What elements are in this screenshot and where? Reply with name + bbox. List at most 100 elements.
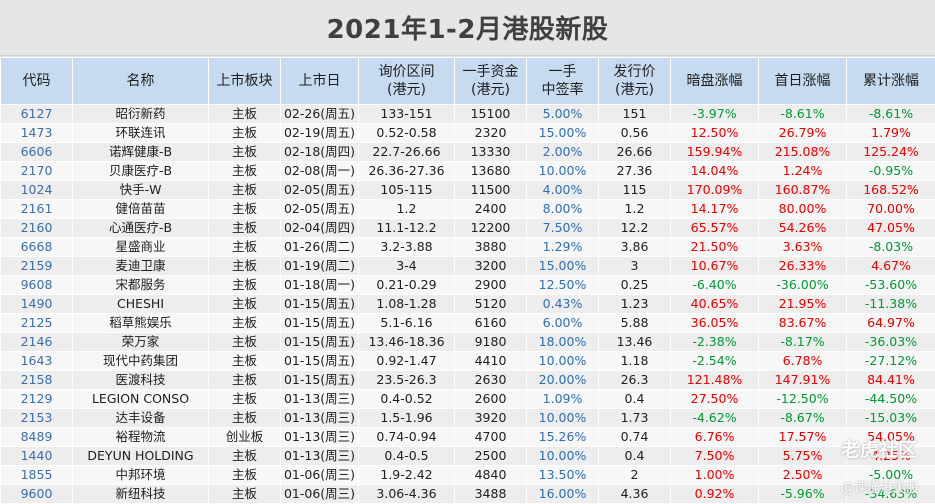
- price-cell: 0.25: [598, 275, 671, 295]
- header-row: 代码 名称 上市板块 上市日 询价区间 (港元) 一手资金 (港元) 一手 中签率 发行价 (港元) 暗…: [0, 57, 935, 105]
- first-day-change-cell: 80.00%: [758, 199, 847, 219]
- price-cell: 26.66: [598, 142, 671, 162]
- lot-rate-cell: 2.00%: [526, 142, 599, 162]
- dark-change-cell: 65.57%: [670, 218, 759, 238]
- dark-change-cell: -4.62%: [670, 408, 759, 428]
- board-cell: 主板: [208, 446, 281, 466]
- first-day-change-cell: 26.33%: [758, 256, 847, 276]
- date-cell: 01-15(周五): [280, 332, 359, 352]
- lot-funds-cell: 4840: [454, 465, 527, 485]
- lot-funds-cell: 3920: [454, 408, 527, 428]
- first-day-change-cell: 5.75%: [758, 446, 847, 466]
- lot-funds-cell: 2320: [454, 123, 527, 143]
- range-cell: 26.36-27.36: [358, 161, 455, 181]
- code-cell: 2153: [0, 408, 73, 428]
- board-cell: 主板: [208, 218, 281, 238]
- first-day-change-cell: -8.17%: [758, 332, 847, 352]
- price-cell: 13.46: [598, 332, 671, 352]
- name-cell: 裕程物流: [72, 427, 209, 447]
- watermark-sub: @读懂港美股: [840, 481, 919, 496]
- date-cell: 02-04(周四): [280, 218, 359, 238]
- price-cell: 0.56: [598, 123, 671, 143]
- range-cell: 3-4: [358, 256, 455, 276]
- cumulative-change-cell: -44.50%: [846, 389, 935, 409]
- table-row: 1490 CHESHI 主板 01-15(周五) 1.08-1.28 5120 0.43% 1…: [0, 294, 935, 314]
- code-cell: 2146: [0, 332, 73, 352]
- cumulative-change-cell: -36.03%: [846, 332, 935, 352]
- dark-change-cell: 40.65%: [670, 294, 759, 314]
- lot-funds-cell: 2630: [454, 370, 527, 390]
- dark-change-cell: 121.48%: [670, 370, 759, 390]
- board-cell: 主板: [208, 389, 281, 409]
- code-cell: 1855: [0, 465, 73, 485]
- lot-funds-cell: 3488: [454, 484, 527, 504]
- code-cell: 1643: [0, 351, 73, 371]
- lot-funds-cell: 2400: [454, 199, 527, 219]
- first-day-change-cell: 26.79%: [758, 123, 847, 143]
- dark-change-cell: 12.50%: [670, 123, 759, 143]
- dark-change-cell: 7.50%: [670, 446, 759, 466]
- date-cell: 01-13(周三): [280, 446, 359, 466]
- table-row: 1473 环联连讯 主板 02-19(周五) 0.52-0.58 2320 15.00% 0.…: [0, 123, 935, 143]
- dark-change-cell: 36.05%: [670, 313, 759, 333]
- table-row: 1643 现代中药集团 主板 01-15(周五) 0.92-1.47 4410 10.00%…: [0, 351, 935, 371]
- cumulative-change-cell: 64.97%: [846, 313, 935, 333]
- name-cell: 稻草熊娱乐: [72, 313, 209, 333]
- cumulative-change-cell: -15.03%: [846, 408, 935, 428]
- board-cell: 主板: [208, 180, 281, 200]
- header-first-day-change: 首日涨幅: [758, 57, 847, 105]
- board-cell: 主板: [208, 104, 281, 124]
- lot-funds-cell: 6160: [454, 313, 527, 333]
- first-day-change-cell: -8.61%: [758, 104, 847, 124]
- lot-rate-cell: 20.00%: [526, 370, 599, 390]
- board-cell: 主板: [208, 199, 281, 219]
- cumulative-change-cell: 4.25%: [846, 446, 935, 466]
- dark-change-cell: -3.97%: [670, 104, 759, 124]
- lot-rate-cell: 10.00%: [526, 351, 599, 371]
- lot-rate-cell: 1.09%: [526, 389, 599, 409]
- price-cell: 0.74: [598, 427, 671, 447]
- first-day-change-cell: 2.50%: [758, 465, 847, 485]
- price-cell: 12.2: [598, 218, 671, 238]
- cumulative-change-cell: -8.61%: [846, 104, 935, 124]
- name-cell: 荣万家: [72, 332, 209, 352]
- range-cell: 13.46-18.36: [358, 332, 455, 352]
- price-cell: 27.36: [598, 161, 671, 181]
- date-cell: 01-15(周五): [280, 313, 359, 333]
- range-cell: 0.52-0.58: [358, 123, 455, 143]
- name-cell: 贝康医疗-B: [72, 161, 209, 181]
- name-cell: 宋都服务: [72, 275, 209, 295]
- first-day-change-cell: 6.78%: [758, 351, 847, 371]
- header-lot-funds: 一手资金 (港元): [454, 57, 527, 105]
- date-cell: 02-19(周五): [280, 123, 359, 143]
- first-day-change-cell: 215.08%: [758, 142, 847, 162]
- board-cell: 主板: [208, 351, 281, 371]
- date-cell: 02-05(周五): [280, 199, 359, 219]
- name-cell: 健倍苗苗: [72, 199, 209, 219]
- price-cell: 1.18: [598, 351, 671, 371]
- board-cell: 主板: [208, 275, 281, 295]
- table-row: 6606 诺辉健康-B 主板 02-18(周四) 22.7-26.66 13330 2.00…: [0, 142, 935, 162]
- code-cell: 2159: [0, 256, 73, 276]
- table-row: 2129 LEGION CONSO 主板 01-13(周三) 0.4-0.52 2600 1…: [0, 389, 935, 409]
- header-board: 上市板块: [208, 57, 281, 105]
- board-cell: 创业板: [208, 427, 281, 447]
- dark-change-cell: 10.67%: [670, 256, 759, 276]
- lot-funds-cell: 13330: [454, 142, 527, 162]
- lot-funds-cell: 11500: [454, 180, 527, 200]
- name-cell: 快手-W: [72, 180, 209, 200]
- range-cell: 133-151: [358, 104, 455, 124]
- code-cell: 6668: [0, 237, 73, 257]
- range-cell: 0.4-0.5: [358, 446, 455, 466]
- name-cell: DEYUN HOLDING: [72, 446, 209, 466]
- code-cell: 2161: [0, 199, 73, 219]
- board-cell: 主板: [208, 142, 281, 162]
- table-row: 2161 健倍苗苗 主板 02-05(周五) 1.2 2400 8.00% 1.2 14.17%…: [0, 199, 935, 219]
- board-cell: 主板: [208, 123, 281, 143]
- first-day-change-cell: 54.26%: [758, 218, 847, 238]
- cumulative-change-cell: -27.12%: [846, 351, 935, 371]
- lot-rate-cell: 6.00%: [526, 313, 599, 333]
- price-cell: 0.4: [598, 389, 671, 409]
- lot-funds-cell: 3200: [454, 256, 527, 276]
- cumulative-change-cell: -53.60%: [846, 275, 935, 295]
